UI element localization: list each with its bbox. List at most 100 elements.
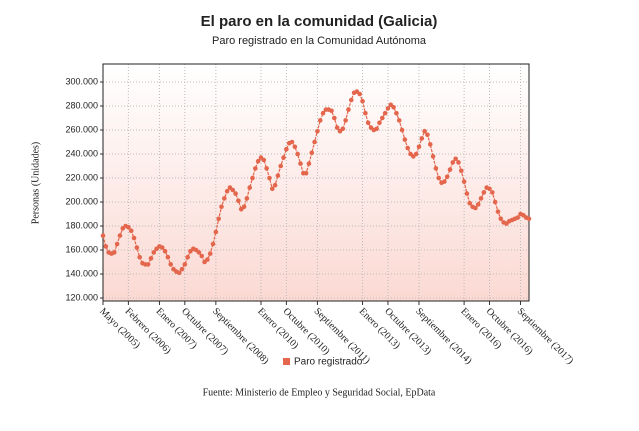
data-point (284, 146, 289, 152)
data-point (196, 250, 202, 255)
data-point (219, 204, 224, 210)
data-point (114, 241, 120, 247)
data-point (475, 202, 481, 207)
data-point (168, 262, 174, 267)
data-point (377, 120, 382, 126)
data-point (382, 110, 388, 116)
data-point (303, 170, 309, 176)
data-point (399, 127, 405, 133)
data-point (295, 151, 300, 157)
y-axis-label: Personas (Unidades) (30, 142, 41, 224)
data-point (490, 190, 495, 195)
data-point (402, 137, 408, 142)
data-point (224, 188, 230, 194)
data-point (148, 256, 154, 261)
data-point (145, 262, 151, 267)
y-tick-label: 200.000 (65, 196, 98, 206)
data-point (433, 166, 439, 171)
data-point (247, 185, 253, 190)
data-point (442, 179, 447, 184)
data-point (213, 229, 219, 235)
data-point (444, 174, 450, 180)
data-point (309, 150, 315, 156)
data-point (436, 175, 442, 181)
legend-marker (283, 358, 290, 365)
data-point (334, 125, 340, 130)
data-point (427, 142, 433, 147)
data-point (126, 224, 131, 230)
data-point (312, 139, 317, 145)
data-point (182, 262, 188, 267)
data-point (495, 209, 501, 214)
data-point (210, 241, 216, 247)
data-point (230, 187, 236, 193)
data-point (205, 257, 210, 262)
chart-subtitle: Paro registrado en la Comunidad Autónoma (212, 35, 427, 47)
data-point (329, 108, 334, 114)
data-point (134, 245, 140, 250)
y-tick-label: 240.000 (65, 148, 98, 158)
data-point (360, 98, 365, 104)
data-point (315, 128, 320, 134)
data-point (264, 166, 269, 171)
data-point (298, 161, 303, 166)
data-point (492, 199, 498, 205)
data-point (365, 120, 371, 126)
data-point (165, 254, 171, 260)
data-point (419, 136, 425, 141)
data-point (346, 107, 351, 112)
y-tick-label: 220.000 (65, 172, 98, 182)
data-point (340, 126, 346, 132)
data-point (363, 110, 368, 116)
data-point (405, 145, 410, 151)
data-point (185, 254, 190, 260)
data-point (281, 155, 286, 160)
data-point (176, 270, 182, 276)
y-tick-label: 160.000 (65, 244, 98, 254)
data-point (456, 160, 461, 165)
data-point (487, 186, 492, 192)
data-point (467, 200, 473, 206)
data-point (357, 91, 363, 97)
data-point (292, 144, 298, 150)
data-point (162, 248, 168, 254)
data-point (425, 132, 430, 138)
data-point (275, 173, 281, 178)
data-point (261, 157, 267, 163)
data-point (207, 251, 213, 256)
data-point (117, 233, 123, 238)
y-tick-label: 180.000 (65, 220, 98, 230)
data-point (100, 233, 106, 238)
data-point (416, 144, 422, 150)
data-point (241, 204, 247, 210)
data-point (478, 196, 484, 201)
data-point (498, 216, 504, 222)
data-point (343, 118, 348, 123)
data-point (269, 186, 275, 192)
data-point (422, 128, 427, 134)
source: Fuente: Ministerio de Empleo y Seguridad… (203, 387, 436, 398)
data-point (396, 118, 402, 123)
data-point (111, 250, 117, 255)
data-point (272, 182, 278, 188)
data-point (199, 253, 205, 259)
data-point (222, 196, 227, 201)
data-point (481, 190, 487, 195)
data-point (253, 166, 258, 171)
x-tick-label: Septiembre (2017) (515, 306, 576, 367)
data-point (278, 163, 284, 169)
data-point (128, 228, 134, 234)
data-point (216, 216, 221, 222)
data-point (391, 104, 396, 110)
data-point (458, 168, 464, 174)
data-point (385, 106, 391, 111)
data-point (453, 156, 458, 162)
data-point (151, 250, 157, 255)
data-point (374, 126, 379, 132)
data-point (526, 216, 532, 222)
data-point (236, 198, 241, 204)
y-tick-label: 280.000 (65, 100, 98, 110)
data-point (332, 115, 337, 121)
data-point (320, 110, 326, 116)
